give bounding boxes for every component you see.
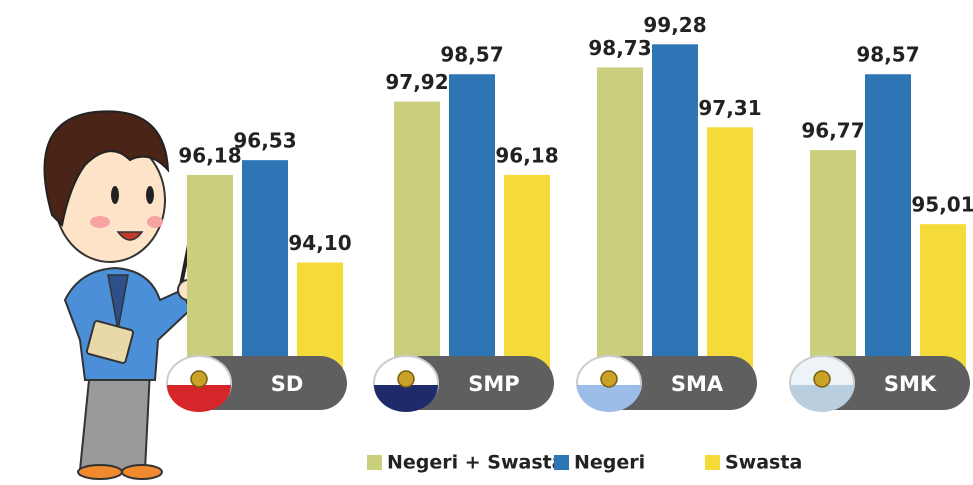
flag-stripe [374,385,438,412]
bar [810,150,856,372]
category-label: SMK [884,372,937,396]
value-label: 99,28 [643,13,706,37]
bar [297,262,343,372]
flag-stripe [790,385,854,412]
bar [449,74,495,372]
emblem [813,370,831,388]
bar [394,101,440,372]
legend-swatch [554,455,569,470]
legend-label: Swasta [725,452,802,474]
value-label: 98,57 [440,43,503,67]
bar [187,174,233,372]
teacher-illustration [43,110,202,480]
bar [504,174,550,372]
value-label: 96,53 [233,129,296,153]
value-label: 96,77 [801,119,864,143]
bar [597,67,643,372]
emblem [600,370,618,388]
bar [920,224,966,372]
legend-swatch [705,455,720,470]
value-label: 97,92 [385,70,448,94]
value-label: 97,31 [698,96,761,120]
legend-label: Negeri + Swasta [387,452,565,474]
bar [242,160,288,372]
flag-stripe [167,385,231,412]
value-label: 95,01 [911,193,973,217]
emblem [190,370,208,388]
bar [652,44,698,372]
flag-stripe [577,385,641,412]
value-label: 98,73 [588,36,651,60]
legend-swatch [367,455,382,470]
value-label: 96,18 [178,143,241,167]
value-label: 94,10 [288,231,351,255]
value-label: 96,18 [495,143,558,167]
category-label: SMP [468,372,519,396]
bar [865,74,911,372]
emblem [397,370,415,388]
category-label: SD [271,372,304,396]
value-label: 98,57 [856,43,919,67]
legend-label: Negeri [574,452,645,474]
bar [707,127,753,372]
category-label: SMA [671,372,724,396]
